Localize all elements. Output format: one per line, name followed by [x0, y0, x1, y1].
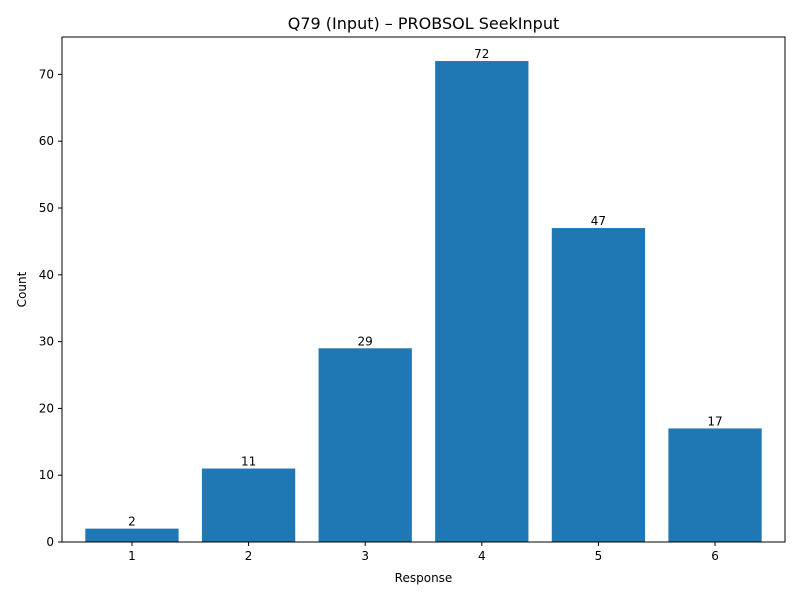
x-tick-label-4: 4 [478, 549, 486, 563]
data-label-5: 47 [591, 214, 606, 228]
data-label-6: 17 [707, 414, 722, 428]
y-tick-label-40: 40 [39, 268, 54, 282]
data-label-1: 2 [128, 515, 136, 529]
y-tick-label-0: 0 [46, 535, 54, 549]
y-tick-label-30: 30 [39, 335, 54, 349]
x-axis-label: Response [395, 571, 453, 585]
bars-group [85, 61, 762, 543]
bar-6 [668, 428, 762, 542]
x-tick-label-3: 3 [361, 549, 369, 563]
x-axis-ticks: 1 2 3 4 5 6 [128, 542, 719, 563]
y-tick-label-60: 60 [39, 134, 54, 148]
plot-frame [61, 36, 786, 543]
data-labels-group: 2 11 29 72 47 17 [128, 47, 723, 529]
y-tick-label-10: 10 [39, 468, 54, 482]
chart-title: Q79 (Input) – PROBSOL SeekInput [288, 14, 559, 33]
bar-2 [201, 468, 296, 542]
y-tick-label-50: 50 [39, 201, 54, 215]
y-axis-label: Count [15, 271, 29, 307]
data-label-3: 29 [358, 334, 373, 348]
bar-5 [551, 228, 646, 542]
data-label-4: 72 [474, 47, 489, 61]
y-tick-label-20: 20 [39, 401, 54, 415]
x-tick-label-1: 1 [128, 549, 136, 563]
y-tick-label-70: 70 [39, 67, 54, 81]
x-tick-label-5: 5 [595, 549, 603, 563]
data-label-2: 11 [241, 455, 256, 469]
bar-4 [435, 61, 529, 543]
y-axis-ticks: 0 10 20 30 40 50 60 70 [39, 67, 62, 549]
bar-3 [318, 348, 412, 542]
x-tick-label-6: 6 [711, 549, 719, 563]
x-tick-label-2: 2 [245, 549, 253, 563]
bar-1 [85, 528, 179, 542]
